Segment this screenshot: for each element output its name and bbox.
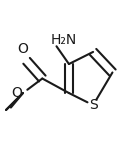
Text: H₂N: H₂N: [51, 33, 77, 47]
Text: O: O: [11, 86, 22, 100]
Text: O: O: [18, 42, 28, 56]
Text: S: S: [89, 98, 97, 112]
